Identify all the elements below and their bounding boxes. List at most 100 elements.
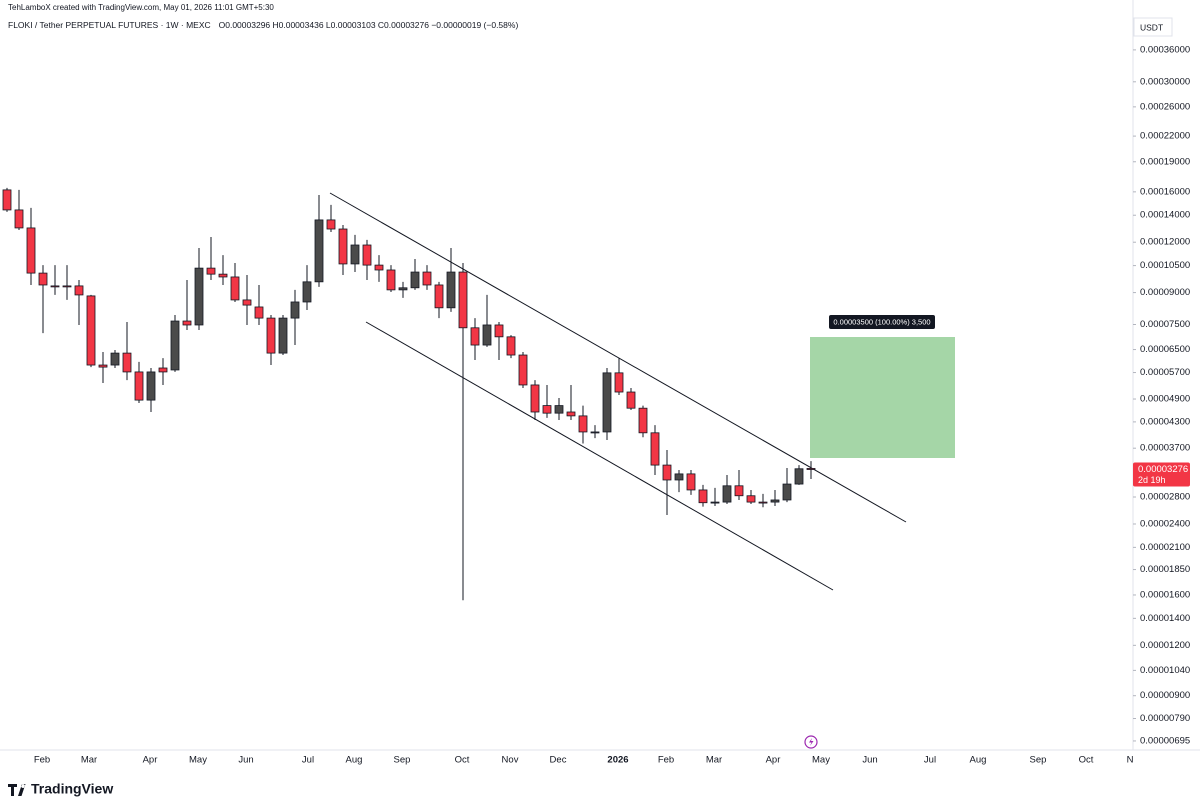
- x-tick-label: Feb: [34, 755, 50, 766]
- y-tick-label: 0.00007500: [1140, 319, 1190, 330]
- candle-body: [782, 483, 792, 501]
- candle-body: [410, 271, 420, 289]
- y-tick-label: 0.00016000: [1140, 186, 1190, 197]
- candle-body: [614, 372, 624, 393]
- brand-logo: [8, 784, 26, 796]
- channel-upper: [329, 192, 907, 523]
- candle-body: [494, 324, 504, 338]
- target-label: 0.00003500 (100.00%) 3,500: [833, 317, 930, 326]
- candle-body: [398, 287, 408, 291]
- x-tick-label: Nov: [502, 755, 519, 766]
- candle-body: [254, 306, 264, 319]
- candle-body: [314, 219, 324, 283]
- candle-body: [266, 317, 276, 354]
- candle-body: [710, 501, 720, 504]
- x-tick-label: Sep: [1030, 755, 1047, 766]
- candle-body: [2, 189, 12, 211]
- brand: TradingView: [31, 781, 113, 797]
- y-tick-label: 0.00009000: [1140, 287, 1190, 298]
- y-tick-label: 0.00010500: [1140, 260, 1190, 271]
- candle-body: [518, 354, 528, 386]
- y-tick-label: 0.00036000: [1140, 44, 1190, 55]
- x-tick-label: Jun: [238, 755, 253, 766]
- candle-body: [470, 327, 480, 346]
- candle-body: [50, 285, 60, 288]
- y-tick-label: 0.00001850: [1140, 564, 1190, 575]
- y-tick-label: 0.00001040: [1140, 665, 1190, 676]
- candle-body: [662, 464, 672, 481]
- chart-title: FLOKI / Tether PERPETUAL FUTURES · 1W · …: [8, 20, 211, 30]
- y-tick-label: 0.00000695: [1140, 735, 1190, 746]
- candle-body: [626, 391, 636, 409]
- candle-body: [62, 285, 72, 288]
- candle-body: [566, 411, 576, 417]
- x-tick-label: May: [189, 755, 207, 766]
- y-tick-label: 0.00004900: [1140, 394, 1190, 405]
- candle-body: [530, 384, 540, 413]
- candle-body: [302, 281, 312, 303]
- x-tick-label: Jun: [862, 755, 877, 766]
- x-tick-label: Apr: [143, 755, 158, 766]
- candle-body: [698, 489, 708, 504]
- plot-area: [2, 187, 955, 601]
- title-line: FLOKI / Tether PERPETUAL FUTURES · 1W · …: [8, 20, 518, 30]
- x-tick-label: Mar: [706, 755, 722, 766]
- x-tick-label: Aug: [970, 755, 987, 766]
- x-tick-label: Feb: [658, 755, 674, 766]
- y-tick-label: 0.00019000: [1140, 156, 1190, 167]
- x-tick-label: Apr: [766, 755, 781, 766]
- y-tick-label: 0.00030000: [1140, 76, 1190, 87]
- unit-box[interactable]: [1133, 17, 1173, 37]
- candle-body: [110, 352, 120, 366]
- candle-body: [278, 317, 288, 354]
- last-price-label: 0.00003276: [1138, 464, 1188, 475]
- y-tick-label: 0.00001600: [1140, 589, 1190, 600]
- candle-body: [146, 371, 156, 401]
- candle-body: [290, 301, 300, 319]
- candle-body: [194, 267, 204, 326]
- candle-body: [26, 227, 36, 274]
- y-tick-label: 0.00002800: [1140, 492, 1190, 503]
- y-tick-label: 0.00026000: [1140, 101, 1190, 112]
- y-tick-label: 0.00000900: [1140, 690, 1190, 701]
- candle-body: [14, 209, 24, 229]
- candle-body: [746, 495, 756, 503]
- candle-body: [806, 468, 816, 470]
- candle-body: [722, 485, 732, 503]
- x-tick-label: Aug: [346, 755, 363, 766]
- candle-body: [122, 352, 132, 373]
- candle-body: [38, 272, 48, 286]
- candle-body: [170, 320, 180, 371]
- y-tick-label: 0.00003700: [1140, 443, 1190, 454]
- y-tick-label: 0.00001400: [1140, 613, 1190, 624]
- candle-body: [590, 431, 600, 434]
- candle-body: [446, 271, 456, 309]
- candle-body: [554, 405, 564, 414]
- x-tick-label: May: [812, 755, 830, 766]
- candle-body: [350, 244, 360, 265]
- candle-body: [374, 264, 384, 271]
- y-tick-label: 0.00001200: [1140, 640, 1190, 651]
- y-tick-label: 0.00002100: [1140, 542, 1190, 553]
- candle-body: [650, 432, 660, 466]
- candle-body: [758, 501, 768, 504]
- candle-body: [326, 219, 336, 230]
- candle-body: [770, 499, 780, 503]
- target-zone: [810, 337, 955, 458]
- candle-body: [542, 405, 552, 414]
- candle-body: [206, 267, 216, 275]
- event-icon-bolt: [809, 738, 814, 746]
- x-tick-label: Jul: [924, 755, 936, 766]
- credit: TehLamboX created with TradingView.com, …: [8, 3, 274, 12]
- y-tick-label: 0.00006500: [1140, 344, 1190, 355]
- candle-body: [458, 271, 468, 329]
- candle-body: [242, 299, 252, 306]
- y-tick-label: 0.00022000: [1140, 131, 1190, 142]
- y-axis-unit: USDT: [1140, 22, 1163, 32]
- candle-body: [362, 244, 372, 266]
- x-tick-label: Oct: [455, 755, 470, 766]
- y-tick-label: 0.00005700: [1140, 367, 1190, 378]
- last-price-box: [1133, 462, 1190, 487]
